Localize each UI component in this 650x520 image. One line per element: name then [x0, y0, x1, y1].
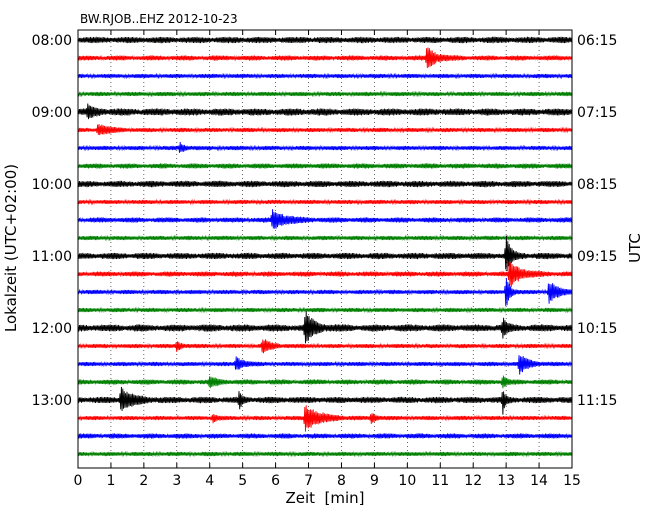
seismic-traces [77, 36, 572, 458]
right-time-label: 09:15 [577, 249, 617, 265]
trace-10 [77, 209, 572, 229]
right-time-label: 11:15 [577, 393, 617, 409]
plot-border [77, 29, 573, 469]
trace-2 [77, 72, 572, 80]
trace-20 [77, 386, 572, 415]
x-tick-label: 1 [106, 473, 115, 489]
trace-8 [77, 180, 572, 188]
trace-23 [77, 450, 572, 458]
x-tick-label: 0 [74, 473, 83, 489]
trace-5 [77, 123, 572, 136]
left-time-label: 08:00 [32, 33, 72, 49]
trace-0 [77, 36, 572, 44]
right-time-label: 08:15 [577, 177, 617, 193]
x-tick-label: 10 [398, 473, 416, 489]
trace-6 [77, 141, 572, 153]
trace-11 [77, 234, 572, 242]
x-tick-label: 11 [431, 473, 449, 489]
right-axis-ticks: 06:15 07:15 08:15 09:15 10:15 11:15 [567, 33, 617, 409]
left-axis-ticks: 08:00 09:00 10:00 11:00 12:00 13:00 [32, 33, 83, 409]
x-axis-ticks: 0 1 2 3 4 5 6 7 8 9 10 11 12 13 14 15 [74, 30, 581, 489]
left-time-label: 09:00 [32, 105, 72, 121]
x-tick-label: 3 [172, 473, 181, 489]
trace-17 [77, 339, 572, 354]
x-tick-label: 14 [530, 473, 548, 489]
left-time-label: 12:00 [32, 321, 72, 337]
x-axis-label: Zeit [min] [285, 489, 364, 507]
trace-3 [77, 90, 572, 98]
trace-4 [77, 103, 572, 120]
x-tick-label: 6 [271, 473, 280, 489]
trace-15 [77, 306, 572, 314]
x-tick-label: 8 [337, 473, 346, 489]
plot-frame [78, 30, 572, 468]
trace-22 [77, 432, 572, 440]
chart-title: BW.RJOB..EHZ 2012-10-23 [80, 12, 238, 26]
trace-9 [77, 198, 572, 206]
x-tick-label: 13 [497, 473, 515, 489]
left-time-label: 13:00 [32, 393, 72, 409]
left-axis-label: Lokalzeit (UTC+02:00) [2, 164, 20, 332]
x-tick-label: 2 [139, 473, 148, 489]
right-axis-label: UTC [626, 233, 644, 263]
left-time-label: 11:00 [32, 249, 72, 265]
trace-7 [77, 162, 572, 169]
x-tick-label: 5 [238, 473, 247, 489]
x-tick-label: 7 [304, 473, 313, 489]
x-tick-label: 12 [464, 473, 482, 489]
right-time-label: 10:15 [577, 321, 617, 337]
x-tick-label: 15 [563, 473, 581, 489]
trace-14 [77, 277, 572, 306]
x-tick-label: 9 [370, 473, 379, 489]
trace-19 [77, 375, 572, 389]
right-time-label: 07:15 [577, 105, 617, 121]
trace-1 [77, 47, 572, 69]
trace-16 [77, 311, 572, 344]
left-time-label: 10:00 [32, 177, 72, 193]
right-time-label: 06:15 [577, 33, 617, 49]
trace-13 [77, 261, 572, 288]
trace-12 [77, 235, 572, 272]
trace-18 [77, 355, 572, 375]
x-tick-label: 4 [205, 473, 214, 489]
trace-21 [77, 405, 572, 432]
